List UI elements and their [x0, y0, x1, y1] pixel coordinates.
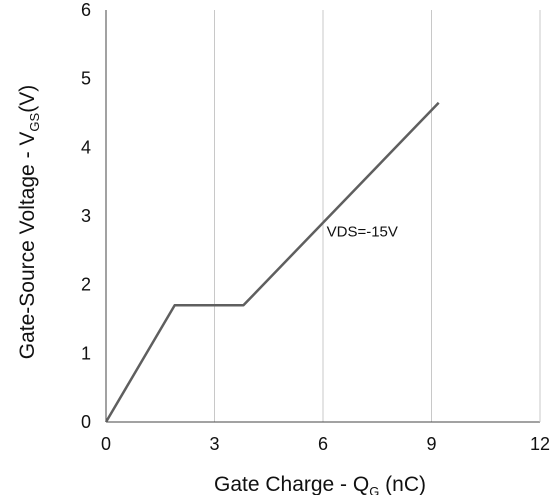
annotation-0: VDS=-15V	[327, 224, 398, 241]
x-tick-3: 3	[209, 434, 219, 454]
y-tick-6: 6	[81, 0, 91, 20]
y-tick-0: 0	[81, 412, 91, 432]
y-tick-labels: 0 1 2 3 4 5 6	[81, 0, 91, 432]
y-tick-1: 1	[81, 343, 91, 363]
x-tick-0: 0	[101, 434, 111, 454]
series-line-0	[104, 101, 440, 423]
grid	[214, 10, 541, 422]
x-tick-12: 12	[530, 434, 550, 454]
series	[104, 101, 440, 423]
annotations: VDS=-15V	[327, 224, 398, 241]
axes	[105, 10, 541, 423]
y-tick-3: 3	[81, 206, 91, 226]
y-axis-label: Gate-Source Voltage - VGS(V)	[16, 85, 42, 359]
x-axis-label: Gate Charge - QG (nC)	[214, 473, 426, 495]
x-tick-labels: 0 3 6 9 12	[101, 434, 550, 454]
x-tick-9: 9	[426, 434, 436, 454]
y-tick-2: 2	[81, 275, 91, 295]
y-tick-5: 5	[81, 69, 91, 89]
x-tick-6: 6	[318, 434, 328, 454]
y-tick-4: 4	[81, 137, 91, 157]
